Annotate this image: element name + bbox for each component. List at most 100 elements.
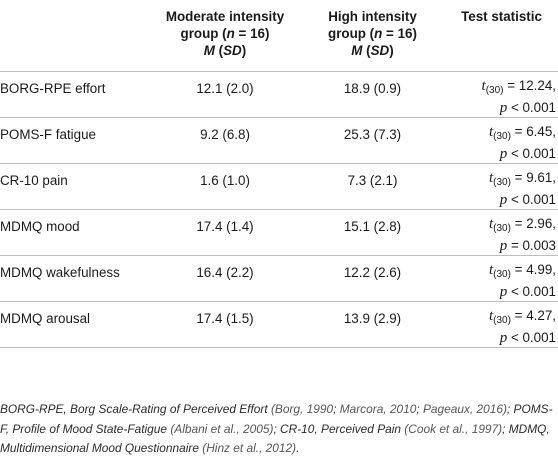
t-symbol: t bbox=[481, 78, 486, 94]
moderate-value-cell: 1.6 (1.0) bbox=[150, 163, 300, 210]
t-value: = 12.24, bbox=[503, 78, 556, 93]
t-statistic-line: t(30) = 6.45, bbox=[449, 123, 556, 145]
p-value-line: p < 0.001 bbox=[449, 99, 556, 117]
t-statistic-line: t(30) = 4.99, bbox=[449, 261, 556, 283]
test-statistic-cell: t(30) = 2.96, p = 0.003 bbox=[445, 209, 558, 256]
footnote-citation-1[interactable]: (Borg, 1990 bbox=[270, 402, 334, 416]
table-row: CR-10 pain 1.6 (1.0) 7.3 (2.1) t(30) = 9.61… bbox=[0, 163, 558, 210]
p-value-line: p < 0.001 bbox=[449, 283, 556, 301]
high-value-cell: 25.3 (7.3) bbox=[300, 117, 445, 164]
header-moderate-m: M bbox=[203, 43, 215, 58]
t-value: = 4.99, bbox=[510, 262, 556, 277]
test-statistic-cell: t(30) = 12.24, p < 0.001 bbox=[445, 71, 558, 118]
p-symbol: p bbox=[499, 238, 508, 254]
footnote-citation-5[interactable]: (Cook et al., 1997) bbox=[404, 421, 503, 436]
p-value-line: p < 0.001 bbox=[449, 191, 556, 209]
header-high-line1: High intensity bbox=[328, 9, 417, 24]
p-value-line: p = 0.003 bbox=[449, 237, 556, 255]
p-value: < 0.001 bbox=[507, 146, 556, 161]
p-symbol: p bbox=[499, 100, 508, 116]
p-symbol: p bbox=[499, 146, 508, 162]
header-high-n-value: = 16) bbox=[382, 26, 417, 41]
t-value: = 9.61, bbox=[510, 170, 556, 185]
t-value: = 6.45, bbox=[510, 124, 556, 139]
high-value-cell: 15.1 (2.8) bbox=[300, 209, 445, 256]
header-moderate-n: n bbox=[226, 26, 235, 41]
t-value: = 4.27, bbox=[510, 308, 556, 323]
df-subscript: (30) bbox=[493, 315, 511, 326]
header-moderate-group-text: group ( bbox=[180, 26, 227, 41]
footnote-citation-6[interactable]: (Hinz et al., 2012) bbox=[202, 441, 297, 455]
p-value-line: p < 0.001 bbox=[449, 145, 556, 163]
t-statistic-line: t(30) = 4.27, bbox=[449, 307, 556, 329]
measure-cell: MDMQ arousal bbox=[0, 301, 150, 348]
header-high-line3: M (SD) bbox=[351, 43, 394, 58]
moderate-value-cell: 17.4 (1.5) bbox=[150, 301, 300, 348]
footnote-text-6: ; MDMQ, Multidimensional Mood Questionna… bbox=[0, 421, 550, 456]
table-row: MDMQ arousal 17.4 (1.5) 13.9 (2.9) t(30) = … bbox=[0, 301, 558, 348]
p-value: < 0.001 bbox=[507, 330, 556, 345]
header-high-group: High intensity group (n = 16) M (SD) bbox=[300, 0, 445, 72]
header-high-group-text: group ( bbox=[328, 26, 375, 41]
header-high-line2: group (n = 16) bbox=[304, 25, 441, 42]
df-subscript: (30) bbox=[493, 223, 511, 234]
header-high-m: M bbox=[351, 43, 363, 58]
footnote-citation-3[interactable]: Pageaux, 2016) bbox=[422, 402, 507, 416]
df-subscript: (30) bbox=[493, 269, 511, 280]
t-statistic-line: t(30) = 12.24, bbox=[449, 77, 556, 99]
footnote-citation-2[interactable]: Marcora, 2010 bbox=[339, 402, 417, 416]
t-statistic-line: t(30) = 2.96, bbox=[449, 215, 556, 237]
p-symbol: p bbox=[499, 330, 508, 346]
header-moderate-n-value: = 16) bbox=[234, 26, 270, 41]
measure-cell: MDMQ wakefulness bbox=[0, 255, 150, 302]
high-value-cell: 13.9 (2.9) bbox=[300, 301, 445, 348]
measure-cell: CR-10 pain bbox=[0, 163, 150, 210]
measure-cell: BORG-RPE effort bbox=[0, 71, 150, 118]
df-subscript: (30) bbox=[485, 85, 504, 96]
test-statistic-cell: t(30) = 4.99, p < 0.001 bbox=[445, 255, 558, 302]
footnote-text-3: ; bbox=[416, 402, 423, 416]
t-symbol: t bbox=[488, 308, 494, 324]
moderate-value-cell: 9.2 (6.8) bbox=[150, 117, 300, 164]
t-symbol: t bbox=[488, 170, 494, 186]
moderate-value-cell: 12.1 (2.0) bbox=[150, 71, 300, 118]
header-high-sd: SD bbox=[370, 43, 390, 58]
measure-cell: MDMQ mood bbox=[0, 209, 150, 256]
footnote-citation-4[interactable]: (Albani et al., 2005) bbox=[170, 421, 274, 436]
test-statistic-cell: t(30) = 9.61, p < 0.001 bbox=[445, 163, 558, 210]
p-value: < 0.001 bbox=[507, 284, 556, 299]
p-value: = 0.003 bbox=[507, 238, 556, 253]
table-body: BORG-RPE effort 12.1 (2.0) 18.9 (0.9) t(30)… bbox=[0, 71, 558, 348]
table-row: POMS-F fatigue 9.2 (6.8) 25.3 (7.3) t(30) =… bbox=[0, 117, 558, 164]
results-table: Moderate intensity group (n = 16) M (SD)… bbox=[0, 0, 558, 348]
df-subscript: (30) bbox=[493, 177, 511, 188]
high-value-cell: 12.2 (2.6) bbox=[300, 255, 445, 302]
footnote-text-1: BORG-RPE, Borg Scale-Rating of Perceived… bbox=[0, 402, 271, 416]
table-header-row: Moderate intensity group (n = 16) M (SD)… bbox=[0, 0, 558, 72]
p-value: < 0.001 bbox=[507, 192, 556, 207]
table-row: MDMQ mood 17.4 (1.4) 15.1 (2.8) t(30) = 2.9… bbox=[0, 209, 558, 256]
test-statistic-cell: t(30) = 6.45, p < 0.001 bbox=[445, 117, 558, 164]
header-moderate-line2: group (n = 16) bbox=[154, 25, 296, 42]
footnote-text-2: ; bbox=[333, 402, 340, 416]
t-value: = 2.96, bbox=[510, 216, 556, 231]
df-subscript: (30) bbox=[493, 131, 511, 142]
header-measure bbox=[0, 0, 150, 72]
footnote-text-4: ; POMS-F, Profile of Mood State-Fatigue bbox=[0, 402, 553, 436]
t-statistic-line: t(30) = 9.61, bbox=[449, 169, 556, 191]
t-symbol: t bbox=[488, 124, 494, 140]
header-moderate-sd: SD bbox=[223, 43, 242, 58]
p-value-line: p < 0.001 bbox=[449, 329, 556, 347]
footnote-text-7: . bbox=[296, 441, 300, 455]
p-symbol: p bbox=[499, 192, 508, 208]
table-row: MDMQ wakefulness 16.4 (2.2) 12.2 (2.6) t(30… bbox=[0, 255, 558, 302]
header-moderate-group: Moderate intensity group (n = 16) M (SD) bbox=[150, 0, 300, 72]
high-value-cell: 18.9 (0.9) bbox=[300, 71, 445, 118]
test-statistic-cell: t(30) = 4.27, p < 0.001 bbox=[445, 301, 558, 348]
footnote-text-5: ; CR-10, Perceived Pain bbox=[273, 421, 405, 436]
p-value: < 0.001 bbox=[507, 100, 556, 115]
header-moderate-line3: M (SD) bbox=[203, 43, 247, 58]
high-value-cell: 7.3 (2.1) bbox=[300, 163, 445, 210]
moderate-value-cell: 16.4 (2.2) bbox=[150, 255, 300, 302]
